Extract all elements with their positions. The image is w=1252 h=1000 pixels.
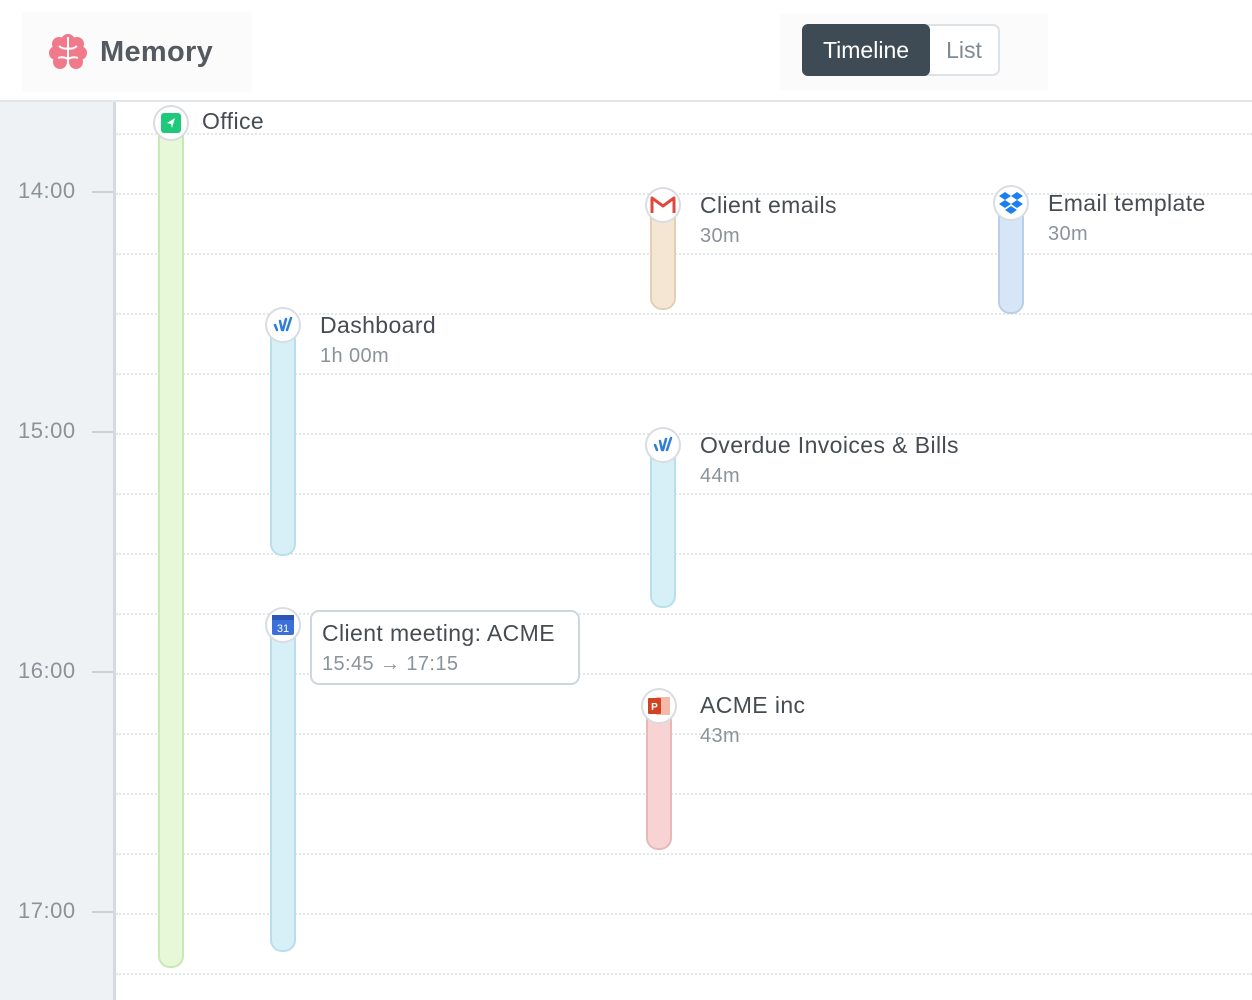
hour-label: 15:00	[18, 418, 76, 443]
logo[interactable]: Memory	[22, 12, 252, 92]
event-node-client-emails[interactable]	[645, 187, 681, 223]
event-title-office: Office	[202, 108, 265, 134]
grid-line	[116, 493, 1252, 495]
event-node-acme[interactable]: P	[641, 688, 677, 724]
timeline-tab[interactable]: Timeline	[802, 24, 930, 76]
event-duration-client-emails: 30m	[700, 225, 741, 247]
grid-line	[116, 133, 1252, 135]
event-bar-dashboard[interactable]	[270, 320, 296, 556]
grid-line	[116, 793, 1252, 795]
event-title-client-meeting: Client meeting: ACME	[322, 620, 555, 646]
time-gutter	[0, 102, 116, 1000]
hour-label: 17:00	[18, 898, 76, 923]
dropbox-icon	[999, 192, 1023, 214]
list-tab[interactable]: List	[946, 36, 982, 63]
event-duration-email-template: 30m	[1048, 223, 1089, 245]
grid-line	[116, 913, 1252, 915]
grid-line	[116, 433, 1252, 435]
brain-icon	[49, 34, 87, 69]
event-node-overdue-invoices[interactable]	[645, 427, 681, 463]
hour-tick	[92, 431, 113, 433]
event-node-office[interactable]	[153, 105, 189, 141]
event-tooltip-client-meeting[interactable]: Client meeting: ACME 15:45 → 17:15	[310, 610, 580, 685]
hour-label: 14:00	[18, 178, 76, 203]
wave-app-icon	[273, 316, 293, 332]
calendar-icon: 31	[272, 615, 294, 635]
event-node-email-template[interactable]	[993, 185, 1029, 221]
event-bar-client-meeting[interactable]	[270, 620, 296, 952]
grid-line	[116, 313, 1252, 315]
event-bar-overdue-invoices[interactable]	[650, 440, 676, 608]
event-title-email-template: Email template	[1048, 190, 1206, 216]
hour-tick	[92, 191, 113, 193]
event-title-acme: ACME inc	[700, 692, 806, 718]
hour-tick	[92, 671, 113, 673]
event-title-dashboard: Dashboard	[320, 312, 437, 338]
svg-text:P: P	[651, 702, 658, 713]
grid-line	[116, 853, 1252, 855]
grid-line	[116, 613, 1252, 615]
hour-tick	[92, 911, 113, 913]
svg-text:31: 31	[277, 623, 289, 635]
event-duration-acme: 43m	[700, 725, 741, 747]
gmail-icon	[650, 196, 676, 213]
grid-line	[116, 193, 1252, 195]
grid-line	[116, 253, 1252, 255]
grid-line	[116, 973, 1252, 975]
event-bar-acme[interactable]	[646, 700, 672, 850]
event-node-client-meeting[interactable]: 31	[265, 607, 301, 643]
wave-app-icon	[653, 436, 673, 452]
grid-line	[116, 373, 1252, 375]
grid-line	[116, 553, 1252, 555]
location-arrow-icon	[161, 113, 181, 133]
event-title-client-emails: Client emails	[700, 192, 837, 218]
event-duration-dashboard: 1h 00m	[320, 345, 390, 367]
app-header: Memory Timeline List	[0, 0, 1252, 102]
grid-line	[116, 733, 1252, 735]
powerpoint-icon: P	[648, 697, 670, 715]
event-time-range-client-meeting: 15:45 → 17:15	[322, 653, 459, 675]
event-bar-office[interactable]	[158, 120, 184, 968]
app-title: Memory	[100, 36, 213, 68]
event-title-overdue-invoices: Overdue Invoices & Bills	[700, 432, 959, 458]
event-node-dashboard[interactable]	[265, 307, 301, 343]
event-duration-overdue-invoices: 44m	[700, 465, 741, 487]
grid-line	[116, 673, 1252, 675]
hour-label: 16:00	[18, 658, 76, 683]
